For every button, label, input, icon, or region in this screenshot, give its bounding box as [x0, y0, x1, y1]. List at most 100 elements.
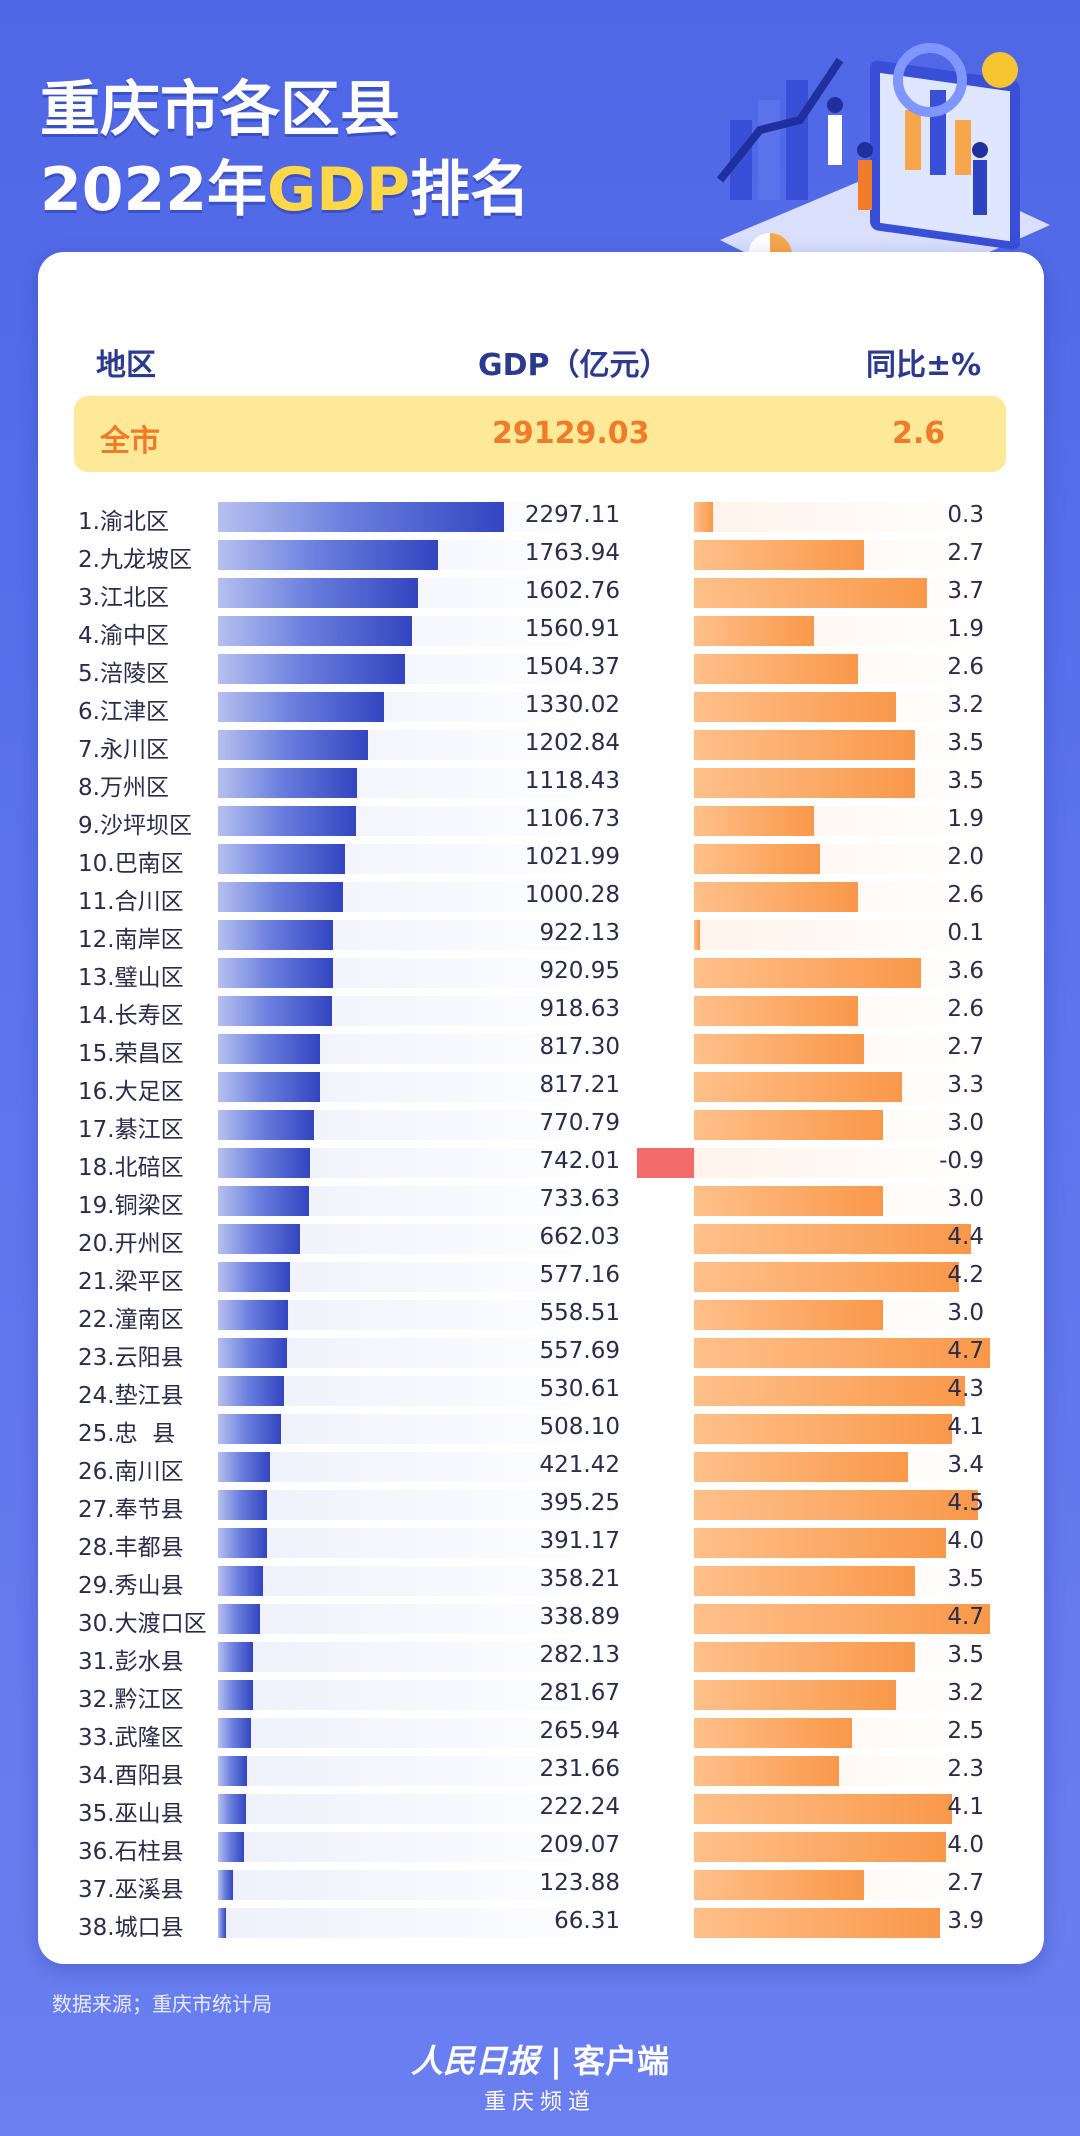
gdp-value-label: 817.30 [539, 1034, 620, 1060]
gdp-bar [218, 616, 413, 646]
yoy-bar [694, 1452, 909, 1482]
gdp-bar [218, 692, 384, 722]
gdp-value-label: 421.42 [539, 1452, 620, 1478]
table-row: 29.秀山县 358.21 3.5 [0, 1562, 1080, 1600]
gdp-bar [218, 1870, 234, 1900]
table-row: 26.南川区 421.42 3.4 [0, 1448, 1080, 1486]
gdp-bar [218, 1832, 245, 1862]
table-row: 20.开州区 662.03 4.4 [0, 1220, 1080, 1258]
gdp-bar [218, 654, 406, 684]
gdp-value-label: 1602.76 [524, 578, 620, 604]
yoy-bar [694, 730, 915, 760]
total-yoy: 2.6 [892, 416, 946, 451]
gdp-bar [218, 540, 438, 570]
region-label: 31.彭水县 [78, 1649, 184, 1675]
table-row: 23.云阳县 557.69 4.7 [0, 1334, 1080, 1372]
gdp-bar [218, 1072, 320, 1102]
gdp-bar [218, 578, 418, 608]
table-row: 8.万州区 1118.43 3.5 [0, 764, 1080, 802]
yoy-bar [694, 1034, 865, 1064]
region-label: 6.江津区 [78, 699, 169, 725]
yoy-value-label: 3.2 [947, 692, 984, 718]
region-label: 11.合川区 [78, 889, 184, 915]
gdp-value-label: 1763.94 [524, 540, 620, 566]
yoy-value-label: 3.0 [947, 1110, 984, 1136]
gdp-bar-track [218, 1680, 623, 1710]
table-row: 10.巴南区 1021.99 2.0 [0, 840, 1080, 878]
gdp-value-label: 770.79 [539, 1110, 620, 1136]
yoy-bar-track [694, 1148, 998, 1178]
region-label: 34.酉阳县 [78, 1763, 184, 1789]
gdp-bar [218, 1794, 246, 1824]
yoy-bar [694, 1072, 902, 1102]
brand-text: 客户端 [572, 2042, 669, 2080]
yoy-value-label: 4.4 [947, 1224, 984, 1250]
gdp-bar [218, 1300, 288, 1330]
yoy-bar [694, 958, 921, 988]
yoy-value-label: 2.6 [947, 996, 984, 1022]
gdp-bar [218, 1908, 227, 1938]
gdp-bar [218, 502, 504, 532]
yoy-bar [694, 1908, 940, 1938]
yoy-value-label: 2.0 [947, 844, 984, 870]
gdp-bar [218, 1718, 252, 1748]
brand-channel: 重庆频道 [483, 2090, 596, 2115]
gdp-bar-track [218, 1718, 623, 1748]
region-label: 28.丰都县 [78, 1535, 184, 1561]
region-label: 20.开州区 [78, 1231, 184, 1257]
yoy-value-label: 3.3 [947, 1072, 984, 1098]
table-row: 30.大渡口区 338.89 4.7 [0, 1600, 1080, 1638]
yoy-value-label: 3.5 [947, 768, 984, 794]
table-row: 6.江津区 1330.02 3.2 [0, 688, 1080, 726]
yoy-bar [694, 616, 814, 646]
region-label: 14.长寿区 [78, 1003, 184, 1029]
gdp-value-label: 265.94 [539, 1718, 620, 1744]
table-row: 28.丰都县 391.17 4.0 [0, 1524, 1080, 1562]
table-row: 22.潼南区 558.51 3.0 [0, 1296, 1080, 1334]
yoy-bar [694, 1490, 978, 1520]
yoy-bar [694, 996, 858, 1026]
gdp-bar [218, 1224, 301, 1254]
region-label: 21.梁平区 [78, 1269, 184, 1295]
gdp-value-label: 1106.73 [524, 806, 620, 832]
table-row: 37.巫溪县 123.88 2.7 [0, 1866, 1080, 1904]
region-label: 36.石柱县 [78, 1839, 184, 1865]
page-title: 重庆市各区县 2022年GDP排名 [40, 70, 530, 230]
yoy-value-label: 0.1 [947, 920, 984, 946]
table-row: 11.合川区 1000.28 2.6 [0, 878, 1080, 916]
gdp-value-label: 395.25 [539, 1490, 620, 1516]
yoy-value-label: 0.3 [947, 502, 984, 528]
gdp-bar [218, 920, 333, 950]
yoy-value-label: 4.2 [947, 1262, 984, 1288]
gdp-bar [218, 730, 368, 760]
yoy-value-label: 4.0 [947, 1832, 984, 1858]
gdp-bar-track [218, 1452, 623, 1482]
gdp-bar-track [218, 1376, 623, 1406]
gdp-bar [218, 1338, 288, 1368]
gdp-value-label: 281.67 [539, 1680, 620, 1706]
yoy-bar [694, 1338, 991, 1368]
gdp-bar [218, 1414, 282, 1444]
gdp-bar-track [218, 1908, 623, 1938]
yoy-value-label: 4.0 [947, 1528, 984, 1554]
gdp-value-label: 920.95 [539, 958, 620, 984]
region-label: 35.巫山县 [78, 1801, 184, 1827]
gdp-value-label: 2297.11 [524, 502, 620, 528]
table-row: 19.铜梁区 733.63 3.0 [0, 1182, 1080, 1220]
region-label: 26.南川区 [78, 1459, 184, 1485]
gdp-value-label: 1021.99 [524, 844, 620, 870]
gdp-bar-track [218, 1756, 623, 1786]
yoy-bar [694, 1528, 946, 1558]
yoy-bar-track [694, 920, 998, 950]
yoy-value-label: 1.9 [947, 616, 984, 642]
gdp-value-label: 222.24 [539, 1794, 620, 1820]
yoy-value-label: 4.1 [947, 1414, 984, 1440]
region-label: 7.永川区 [78, 737, 169, 763]
gdp-bar [218, 1376, 285, 1406]
data-source: 数据来源；重庆市统计局 [52, 1992, 272, 2016]
yoy-value-label: 3.9 [947, 1908, 984, 1934]
gdp-bar [218, 1680, 254, 1710]
region-label: 23.云阳县 [78, 1345, 184, 1371]
yoy-bar [694, 1604, 991, 1634]
gdp-bar [218, 1490, 268, 1520]
